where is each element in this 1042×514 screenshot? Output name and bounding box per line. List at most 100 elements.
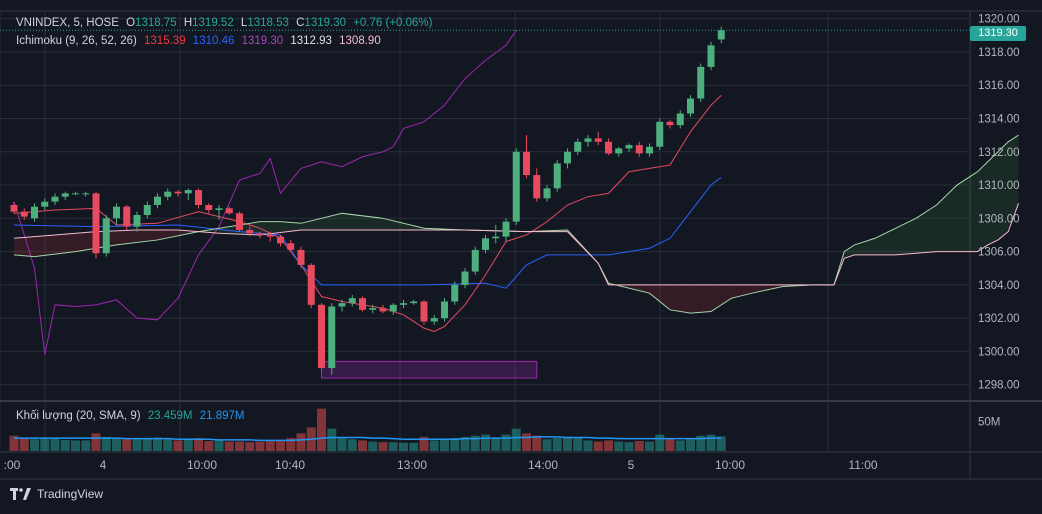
- volume-bar: [173, 440, 183, 451]
- cloud-segment: [736, 284, 742, 297]
- volume-bar: [634, 441, 644, 451]
- candle-body: [215, 208, 223, 210]
- cloud-segment: [34, 236, 40, 257]
- cloud-segment: [121, 230, 127, 245]
- cloud-segment: [690, 284, 696, 314]
- candle-body: [574, 141, 582, 152]
- candle-body: [277, 236, 284, 244]
- candle-body: [400, 303, 407, 305]
- volume-bar: [552, 438, 562, 451]
- cloud-segment: [167, 229, 173, 238]
- cloud-segment: [280, 221, 286, 233]
- price-tick-label: 1298.00: [978, 380, 1020, 392]
- candle-body: [543, 188, 551, 199]
- cloud-segment: [716, 284, 722, 309]
- volume-bar: [153, 437, 162, 451]
- base-line-value: 1310.46: [192, 35, 235, 47]
- volume-bar: [716, 436, 726, 451]
- cloud-segment: [977, 166, 983, 252]
- lagging-span: [13, 30, 517, 355]
- price-tick-label: 1314.00: [978, 113, 1020, 125]
- time-axis: :00 4 10:00 10:40 13:00 14:00 5 10:00 11:00: [4, 458, 878, 472]
- candle-body: [687, 98, 694, 114]
- cloud-segment: [347, 213, 353, 230]
- cloud-segment: [885, 230, 891, 255]
- cloud-segment: [869, 238, 875, 255]
- cloud-segment: [731, 284, 737, 299]
- cloud-segment: [721, 284, 727, 305]
- cloud-segment: [229, 225, 235, 234]
- volume-bar: [9, 435, 19, 451]
- candle-body: [266, 234, 274, 237]
- last-price-tag: 1319.30: [970, 26, 1026, 41]
- cloud-segment: [880, 233, 886, 255]
- volume-bar: [388, 442, 398, 451]
- price-axis: 1320.00 1318.00 1316.00 1314.00 1312.00 1310.…: [978, 14, 1020, 429]
- volume-bar: [481, 434, 490, 451]
- volume-bar: [112, 438, 121, 451]
- volume-bar: [399, 442, 408, 451]
- volume-bar: [60, 439, 70, 451]
- cloud-segment: [992, 151, 998, 243]
- volume-bar: [583, 440, 593, 451]
- cloud-segment: [357, 215, 363, 230]
- cloud-segment: [1003, 141, 1009, 236]
- tradingview-brand: TradingView: [37, 487, 104, 501]
- ichimoku-legend: Ichimoku (9, 26, 52, 26) 1315.39 1310.46…: [16, 35, 385, 47]
- cloud-segment: [967, 175, 973, 252]
- volume-bar: [573, 438, 583, 451]
- cloud-segment: [936, 200, 942, 252]
- candle-body: [113, 206, 120, 219]
- candle-body: [297, 249, 305, 265]
- cloud-segment: [875, 235, 881, 255]
- cloud-segment: [321, 217, 327, 230]
- open-label: O: [126, 17, 136, 29]
- volume-bar: [204, 441, 214, 451]
- candle-body: [154, 196, 161, 205]
- cloud-segment: [306, 220, 312, 230]
- conversion-line-value: 1315.39: [144, 35, 186, 47]
- cloud-segment: [137, 229, 143, 243]
- volume-bar: [286, 438, 296, 451]
- candle-body: [164, 191, 172, 197]
- cloud-segment: [675, 284, 681, 312]
- cloud-segment: [162, 229, 168, 239]
- cloud-segment: [972, 171, 978, 252]
- candle-body: [410, 301, 418, 304]
- close-label: C: [296, 17, 305, 29]
- volume-bar: [409, 442, 419, 451]
- candle-body: [451, 284, 459, 302]
- candle-body: [359, 298, 366, 310]
- cloud-segment: [398, 222, 404, 230]
- volume-bar: [542, 439, 552, 451]
- candle-body: [512, 151, 520, 222]
- volume-bar: [429, 440, 439, 451]
- candle-body: [246, 229, 254, 234]
- cloud-segment: [116, 230, 122, 245]
- cloud-segment: [316, 218, 322, 230]
- candle-body: [430, 318, 438, 322]
- cloud-segment: [147, 229, 153, 242]
- volume-bar: [276, 440, 285, 451]
- conversion-line: [13, 94, 722, 332]
- volume-bar: [419, 436, 429, 451]
- time-tick-label: 11:00: [848, 458, 877, 472]
- volume-sma-line: [14, 436, 722, 442]
- volume-bar: [71, 440, 80, 451]
- cloud-segment: [644, 284, 650, 294]
- tradingview-footer[interactable]: TradingView: [10, 487, 103, 501]
- cloud-segment: [311, 219, 317, 230]
- candle-body: [635, 145, 643, 154]
- volume-bar: [563, 436, 572, 451]
- volume-bar: [142, 438, 152, 451]
- candle-body: [205, 205, 213, 210]
- candle-body: [236, 213, 243, 230]
- volume-bar: [470, 435, 480, 451]
- volume-bars: [9, 408, 726, 451]
- cloud-segment: [111, 230, 117, 246]
- cloud-segment: [910, 218, 916, 254]
- cloud-segment: [393, 220, 399, 230]
- price-tick-label: 1300.00: [978, 346, 1020, 358]
- candle-body: [72, 193, 79, 195]
